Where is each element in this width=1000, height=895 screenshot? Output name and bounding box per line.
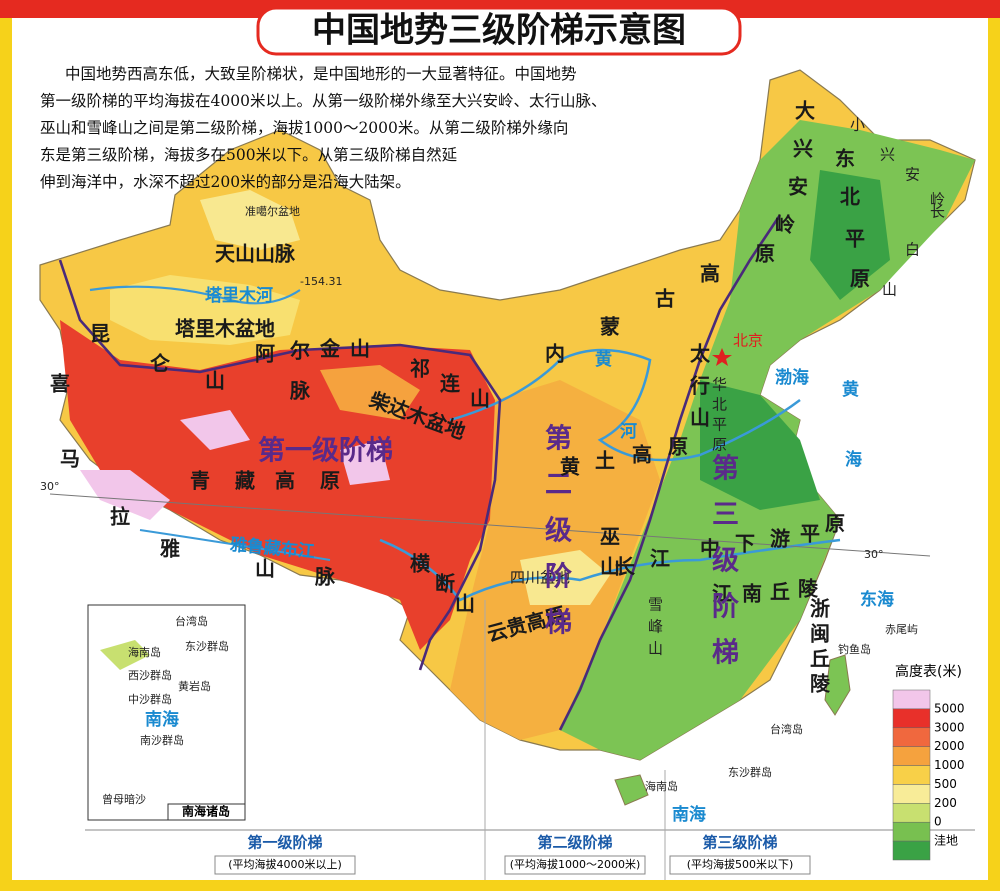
inset-label: 台湾岛 bbox=[175, 614, 208, 628]
inset-title-box bbox=[167, 803, 246, 821]
inset-label: 西沙群岛 bbox=[128, 668, 172, 682]
legend-swatch bbox=[892, 821, 931, 842]
qaidam bbox=[320, 365, 420, 420]
legend-label: 3000 bbox=[934, 720, 965, 734]
legend-swatch bbox=[892, 803, 931, 823]
legend-swatch bbox=[892, 840, 931, 861]
map-label: 太行山 bbox=[689, 342, 711, 430]
map-label: 第一级阶梯 bbox=[258, 435, 393, 467]
intro-line: 东是第三级阶梯，海拔多在500米以下。从第三级阶梯自然延 bbox=[40, 146, 457, 164]
inset-title: 南海诸岛 bbox=[182, 804, 230, 819]
step-note-box bbox=[214, 855, 356, 875]
map-label: 准噶尔盆地 bbox=[245, 204, 300, 218]
latitude-30 bbox=[49, 493, 931, 557]
terrain bbox=[39, 69, 976, 806]
step-boundary bbox=[58, 259, 502, 671]
step-name: 第二级阶梯 bbox=[537, 834, 612, 852]
map-label: 雪峰山 bbox=[648, 596, 663, 658]
inset bbox=[87, 604, 246, 821]
map-label: 渤海 bbox=[775, 367, 809, 388]
tarim-basin bbox=[110, 275, 300, 345]
step-note-box bbox=[669, 855, 811, 875]
legend-label: 0 bbox=[934, 815, 942, 829]
map-label: 塔里木河 bbox=[205, 285, 273, 306]
map-label: 四川盆地 bbox=[510, 569, 570, 587]
river bbox=[139, 529, 331, 561]
intro-line: 第一级阶梯的平均海拔在4000米以上。从第一级阶梯外缘至大兴安岭、太行山脉、 bbox=[40, 92, 606, 110]
inset-label: 南沙群岛 bbox=[140, 733, 184, 747]
legend-swatch bbox=[892, 689, 931, 710]
map-label: 钓鱼岛 bbox=[838, 642, 871, 656]
step-note: (平均海拔500米以下) bbox=[687, 857, 794, 871]
inset-label: 黄岩岛 bbox=[178, 679, 211, 693]
map-label: 30° bbox=[864, 548, 884, 561]
map-label: 天山山脉 bbox=[215, 242, 296, 266]
step-lines bbox=[58, 214, 782, 731]
step-note: (平均海拔4000米以上) bbox=[228, 857, 342, 871]
map-label: 赤尾屿 bbox=[885, 623, 918, 636]
intro-line: 巫山和雪峰山之间是第二级阶梯，海拔1000～2000米。从第二级阶梯外缘向 bbox=[40, 119, 568, 137]
step-note-box bbox=[504, 855, 646, 875]
inset-label: 南海 bbox=[145, 709, 179, 730]
map-label: 东海 bbox=[860, 589, 894, 610]
map-label: 东沙群岛 bbox=[728, 765, 772, 779]
map-label: 南海 bbox=[672, 804, 706, 825]
step-note: (平均海拔1000～2000米) bbox=[510, 857, 641, 871]
map-label: 30° bbox=[40, 480, 60, 493]
step-name: 第一级阶梯 bbox=[247, 834, 322, 852]
map-label: 北京 bbox=[733, 332, 763, 350]
legend-label: 1000 bbox=[934, 758, 965, 772]
map-label: -154.31 bbox=[300, 275, 342, 288]
hainan bbox=[614, 774, 649, 806]
title-box bbox=[256, 6, 742, 56]
capital-star bbox=[712, 348, 732, 366]
legend-label: 5000 bbox=[934, 701, 965, 715]
legend-label: 洼地 bbox=[934, 834, 958, 848]
taiwan bbox=[824, 654, 851, 716]
intro-line: 中国地势西高东低，大致呈阶梯状，是中国地形的一大显著特征。中国地势 bbox=[65, 65, 577, 83]
river bbox=[449, 348, 801, 462]
river bbox=[89, 285, 301, 305]
river bbox=[379, 538, 841, 602]
legend-swatch bbox=[892, 765, 931, 785]
legend-label: 500 bbox=[934, 777, 957, 791]
inset-land bbox=[100, 640, 150, 670]
legend-label: 200 bbox=[934, 796, 957, 810]
legend-swatch bbox=[892, 727, 931, 747]
legend-label: 2000 bbox=[934, 739, 965, 753]
legend-swatch bbox=[892, 784, 931, 804]
intro-line: 伸到海洋中，水深不超过200米的部分是沿海大陆架。 bbox=[40, 173, 411, 191]
map-label: 塔里木盆地 bbox=[175, 317, 275, 341]
legend-title: 高度表(米) bbox=[895, 663, 962, 680]
legend-swatch bbox=[892, 746, 931, 766]
map-label: 海南岛 bbox=[645, 779, 678, 793]
plains bbox=[700, 170, 890, 510]
inset-label: 中沙群岛 bbox=[128, 692, 172, 706]
junggar-basin bbox=[200, 190, 300, 250]
inset-label: 海南岛 bbox=[128, 645, 161, 659]
inset-label: 曾母暗沙 bbox=[102, 792, 146, 806]
map-label: 浙闽丘陵 bbox=[810, 597, 831, 696]
steps-band bbox=[85, 600, 975, 880]
rivers bbox=[89, 285, 841, 602]
legend-swatch bbox=[892, 708, 931, 729]
step-name: 第三级阶梯 bbox=[702, 834, 777, 852]
step-boundary bbox=[558, 214, 782, 731]
title: 中国地势三级阶梯示意图 bbox=[312, 11, 686, 51]
map-label: 台湾岛 bbox=[770, 722, 803, 736]
high-peaks bbox=[80, 410, 390, 520]
inset-label: 东沙群岛 bbox=[185, 639, 229, 653]
